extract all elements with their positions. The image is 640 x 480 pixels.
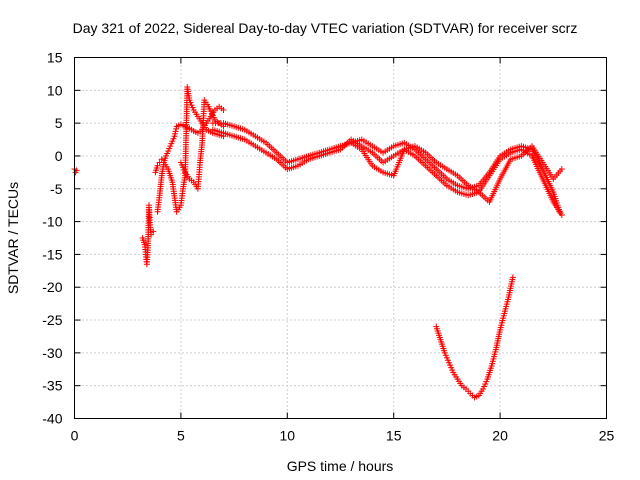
x-tick-label: 10 [280,428,296,444]
data-point [158,156,165,163]
data-point [148,231,155,238]
y-tick-label: -40 [42,411,62,427]
x-tick-label: 15 [386,428,402,444]
data-point [509,274,516,281]
y-tick-label: -25 [42,312,62,328]
x-tick-label: 25 [599,428,615,444]
x-tick-label: 20 [492,428,508,444]
data-point [154,162,161,169]
data-points [71,84,565,401]
axis-ticks: 0 5 10 15 20 25 15 10 5 0 -5 -10 -15 -20 -25 -30 -35 -40 [42,50,614,444]
y-tick-label: -35 [42,378,62,394]
x-tick-label: 0 [71,428,79,444]
y-tick-label: -20 [42,279,62,295]
y-axis-label: SDTVAR / TECUs [5,182,21,294]
x-tick-label: 5 [177,428,185,444]
y-tick-label: -10 [42,214,62,230]
y-tick-label: 10 [47,82,63,98]
x-axis-label: GPS time / hours [287,458,394,474]
data-point [558,212,565,219]
y-tick-label: -5 [50,181,63,197]
grid [74,57,607,419]
y-tick-label: -15 [42,246,62,262]
y-tick-label: 5 [55,115,63,131]
chart-title: Day 321 of 2022, Sidereal Day-to-day VTE… [73,20,578,36]
data-point [558,166,565,173]
data-point [220,107,227,114]
y-tick-label: 15 [47,50,63,66]
y-tick-label: -30 [42,345,62,361]
plot-frame [74,57,607,419]
data-point [150,228,157,235]
y-tick-label: 0 [55,148,63,164]
